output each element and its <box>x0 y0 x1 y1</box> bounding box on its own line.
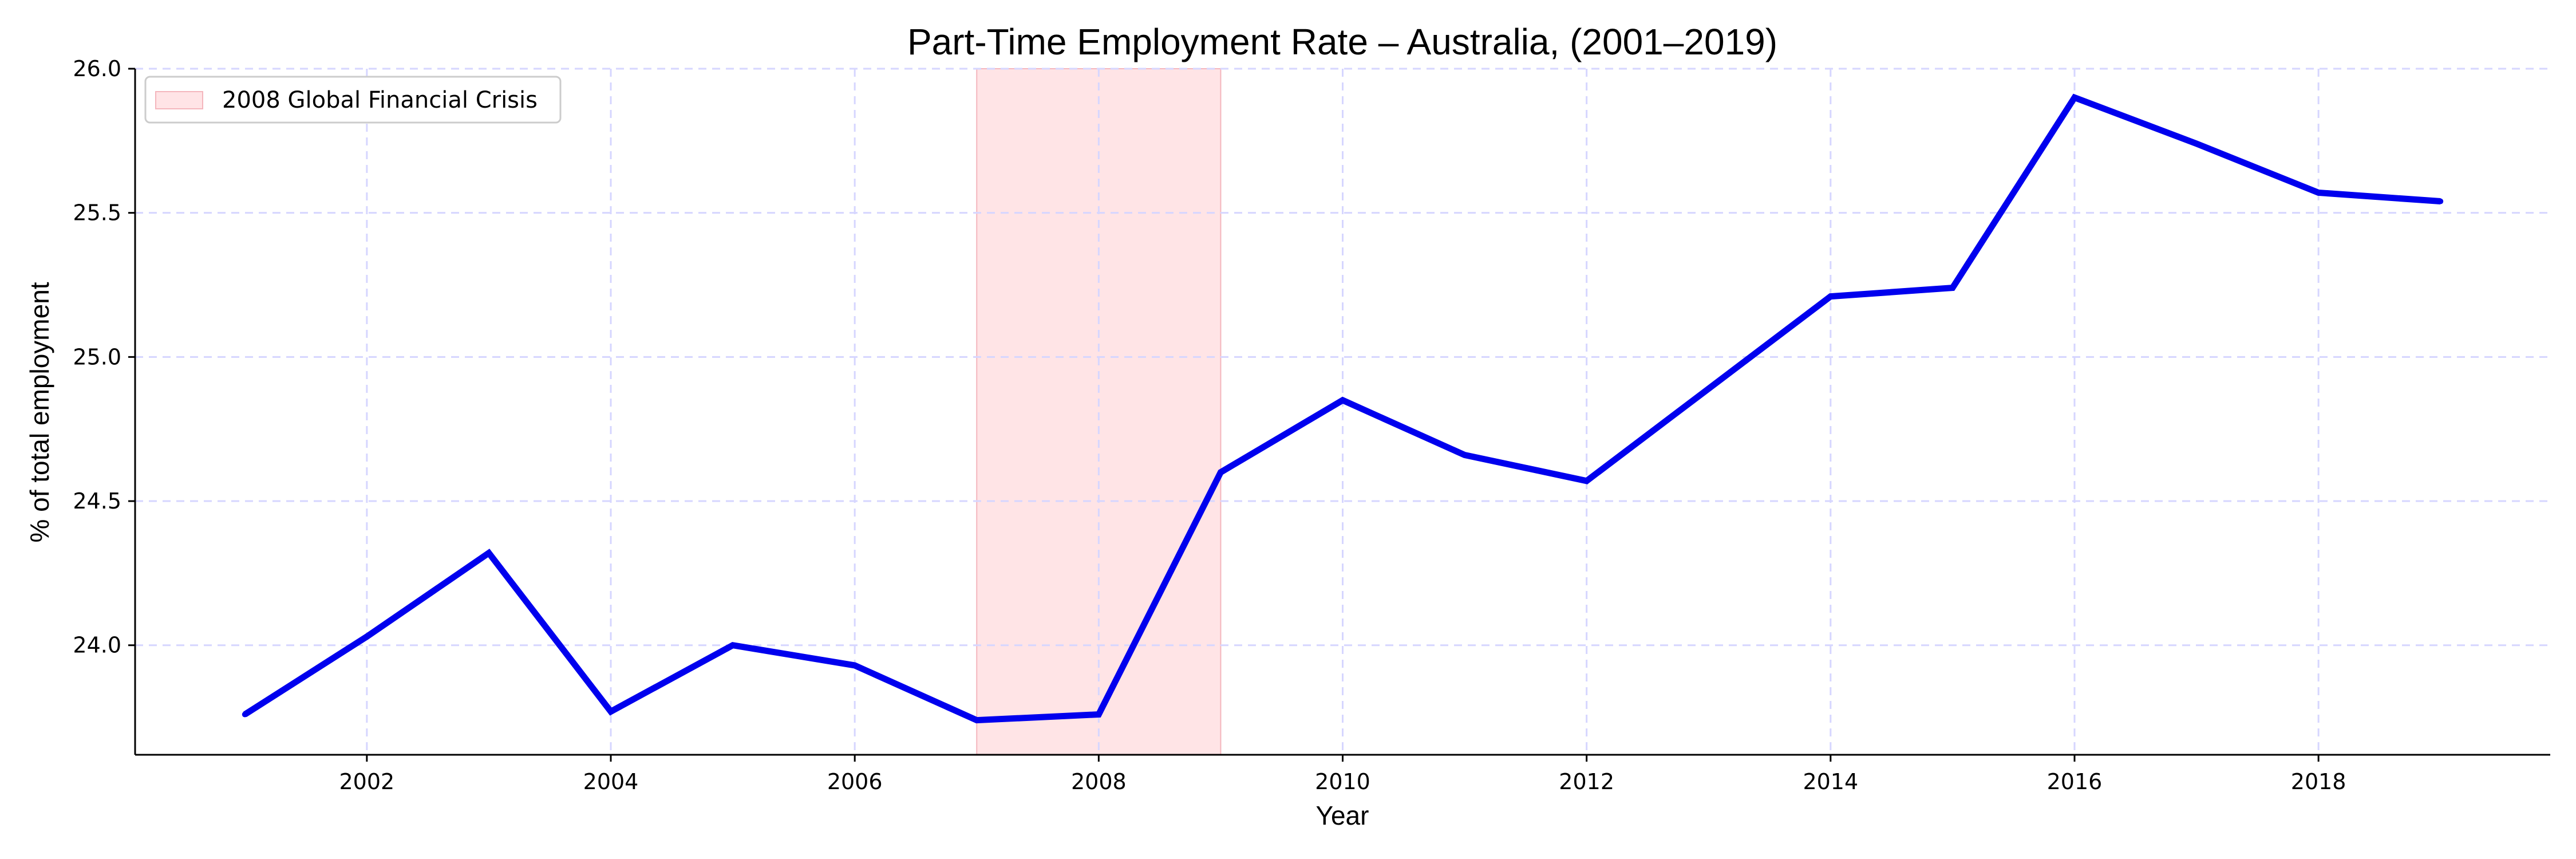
x-tick-label: 2002 <box>339 769 394 794</box>
x-tick-label: 2018 <box>2291 769 2346 794</box>
x-tick-label: 2010 <box>1315 769 1370 794</box>
y-tick-label: 24.0 <box>73 633 121 658</box>
data-point <box>364 633 370 640</box>
x-tick-label: 2016 <box>2047 769 2103 794</box>
legend-box <box>144 76 562 124</box>
data-point <box>730 642 736 648</box>
x-tick-label: 2012 <box>1559 769 1614 794</box>
data-point <box>1949 285 1955 291</box>
data-point <box>2071 94 2077 101</box>
y-tick-label: 25.0 <box>73 344 121 369</box>
series-line <box>243 93 2441 724</box>
chart-title: Part-Time Employment Rate – Australia, (… <box>907 21 1777 62</box>
y-tick-label: 26.0 <box>73 56 121 81</box>
data-point <box>1461 452 1468 458</box>
y-tick-label: 24.5 <box>73 488 121 514</box>
data-point <box>485 550 492 556</box>
data-point <box>1583 478 1590 484</box>
data-point <box>1705 385 1712 392</box>
data-point <box>1340 397 1346 403</box>
data-point <box>2437 198 2444 204</box>
x-tick-label: 2004 <box>583 769 639 794</box>
y-axis-label: % of total employment <box>25 282 54 542</box>
data-point <box>852 662 858 668</box>
data-point <box>1096 711 1102 718</box>
data-point <box>608 708 614 715</box>
data-point <box>974 717 980 723</box>
x-tick-label: 2006 <box>827 769 883 794</box>
legend-label: 2008 Global Financial Crisis <box>222 87 538 113</box>
plot-area: 2002 2004 2006 2008 2010 2012 2014 2016 2018 24.0… <box>73 56 2550 794</box>
data-point <box>2316 190 2322 196</box>
data-point <box>1218 469 1224 475</box>
legend-swatch-icon <box>155 91 203 109</box>
x-tick-label: 2008 <box>1071 769 1127 794</box>
data-point <box>2194 140 2200 147</box>
x-axis-label: Year <box>1316 801 1369 830</box>
x-tick-label: 2014 <box>1803 769 1858 794</box>
legend: 2008 Global Financial Crisis <box>144 76 562 124</box>
y-tick-label: 25.5 <box>73 200 121 226</box>
data-point <box>1827 293 1834 300</box>
data-point <box>242 711 248 718</box>
